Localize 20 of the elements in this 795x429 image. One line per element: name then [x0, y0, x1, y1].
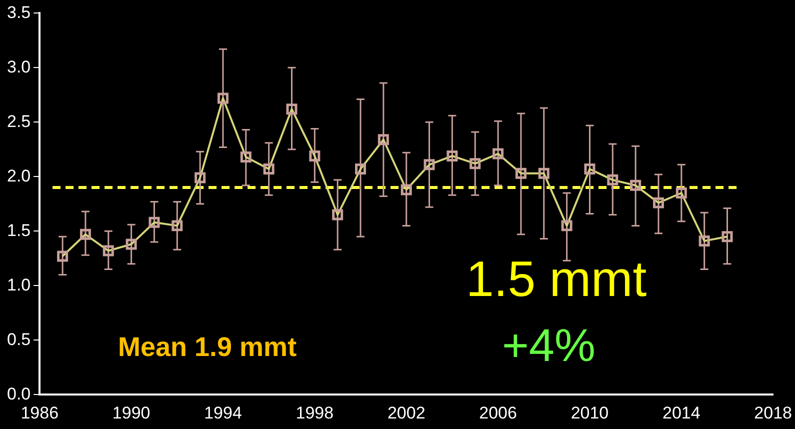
x-tick-label: 2014: [662, 403, 700, 422]
x-tick-label: 2006: [479, 403, 517, 422]
y-tick-label: 2.5: [6, 112, 31, 131]
y-tick-label: 1.0: [6, 275, 31, 294]
x-tick-label: 1994: [204, 403, 242, 422]
x-tick-label: 2002: [387, 403, 426, 422]
y-tick-label: 3.5: [6, 2, 31, 22]
x-tick-label: 1990: [112, 403, 150, 422]
annotation: 1.5 mmt: [466, 250, 647, 308]
x-tick-label: 1998: [296, 403, 334, 422]
x-tick-label: 2010: [570, 403, 609, 422]
x-tick-label: 2018: [754, 403, 792, 422]
y-tick-label: 3.0: [6, 57, 31, 76]
x-tick-label: 1986: [20, 403, 59, 422]
y-tick-label: 1.5: [6, 220, 31, 240]
y-tick-label: 2.0: [6, 166, 31, 186]
annotation: +4%: [502, 318, 596, 372]
y-tick-label: 0.0: [6, 384, 31, 404]
annotation: Mean 1.9 mmt: [118, 332, 297, 363]
y-tick-label: 0.5: [6, 330, 31, 349]
